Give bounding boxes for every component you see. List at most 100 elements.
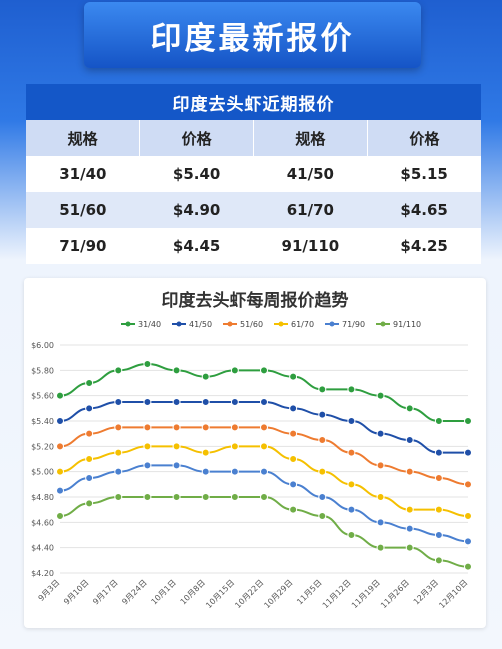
data-point (260, 398, 268, 406)
table-row: 31/40 $5.40 41/50 $5.15 (26, 156, 481, 192)
data-point (201, 423, 210, 432)
data-point (376, 391, 385, 400)
table-title-row: 印度去头虾近期报价 (26, 84, 481, 120)
data-point (347, 480, 356, 489)
legend-label: 61/70 (291, 320, 314, 329)
data-point (172, 366, 181, 375)
data-point (405, 436, 414, 444)
x-tick-label: 11月26日 (379, 578, 411, 610)
data-point (464, 562, 472, 571)
data-point (56, 512, 64, 520)
data-point (201, 448, 210, 457)
data-point (347, 385, 356, 394)
page-banner: 印度最新报价 (84, 2, 421, 68)
y-tick-label: $5.00 (31, 468, 54, 477)
table-title: 印度去头虾近期报价 (26, 84, 481, 120)
table-cell: $4.25 (367, 228, 481, 264)
series-line (59, 426, 469, 486)
data-point (318, 512, 327, 520)
data-point (289, 480, 298, 489)
header-spec-1: 规格 (26, 120, 141, 156)
x-tick-label: 10月1日 (150, 578, 178, 606)
data-point (114, 423, 123, 432)
data-point (172, 442, 181, 451)
table-cell: $4.45 (139, 228, 254, 264)
data-point (85, 455, 94, 463)
data-point (230, 398, 239, 406)
data-point (376, 543, 385, 552)
data-point (201, 398, 210, 406)
data-point (85, 474, 94, 482)
y-tick-label: $4.60 (31, 518, 54, 527)
table-cell: 71/90 (26, 228, 140, 264)
x-tick-label: 10月15日 (204, 578, 236, 610)
table-row: 71/90 $4.45 91/110 $4.25 (26, 228, 481, 264)
data-point (318, 385, 327, 394)
data-point (114, 493, 123, 501)
data-point (143, 493, 152, 501)
data-point (405, 404, 414, 413)
data-point (56, 391, 64, 400)
x-tick-label: 10月8日 (179, 578, 207, 606)
data-point (434, 531, 443, 539)
legend-label: 41/50 (189, 320, 212, 329)
x-tick-label: 10月29日 (262, 578, 294, 610)
y-tick-label: $6.00 (31, 341, 54, 350)
legend-marker (125, 321, 131, 327)
data-point (289, 372, 298, 381)
data-point (434, 505, 443, 514)
data-point (376, 518, 385, 527)
y-tick-label: $4.80 (31, 493, 54, 502)
data-point (434, 448, 443, 457)
y-tick-label: $5.80 (31, 366, 54, 375)
y-tick-label: $5.60 (31, 392, 54, 401)
data-point (464, 537, 472, 546)
header-spec-2: 规格 (253, 120, 368, 156)
y-tick-label: $4.40 (31, 544, 54, 553)
data-point (260, 493, 268, 501)
data-point (56, 417, 64, 425)
table-row: 51/60 $4.90 61/70 $4.65 (26, 192, 481, 228)
data-point (56, 486, 64, 495)
data-point (230, 442, 239, 451)
table-cell: $5.40 (139, 156, 254, 192)
price-table: 印度去头虾近期报价 规格 价格 规格 价格 31/40 $5.40 41/50 … (26, 84, 481, 264)
data-point (434, 556, 443, 565)
data-point (85, 404, 94, 413)
x-tick-label: 12月3日 (412, 578, 440, 606)
y-tick-label: $5.40 (31, 417, 54, 426)
data-point (201, 372, 210, 381)
data-point (347, 531, 356, 539)
x-tick-label: 9月3日 (37, 578, 62, 603)
data-point (230, 467, 239, 476)
data-point (172, 398, 181, 406)
x-tick-label: 9月17日 (91, 578, 119, 606)
legend-marker (176, 321, 182, 327)
data-point (56, 467, 64, 476)
table-cell: 91/110 (253, 228, 368, 264)
data-point (260, 442, 268, 451)
table-cell: 61/70 (253, 192, 368, 228)
legend-label: 71/90 (342, 320, 365, 329)
data-point (230, 366, 239, 375)
data-point (405, 543, 414, 552)
table-header-row: 规格 价格 规格 价格 (26, 120, 481, 156)
table-cell: 51/60 (26, 192, 140, 228)
data-point (464, 448, 472, 457)
data-point (172, 423, 181, 432)
data-point (172, 461, 181, 470)
data-point (289, 505, 298, 514)
legend-label: 91/110 (393, 320, 421, 329)
legend-marker (278, 321, 284, 327)
chart-title: 印度去头虾每周报价趋势 (162, 290, 349, 311)
data-point (56, 442, 64, 451)
data-point (172, 493, 181, 501)
x-tick-label: 11月19日 (350, 578, 382, 610)
series-line (59, 445, 469, 517)
data-point (405, 524, 414, 533)
data-point (289, 455, 298, 463)
x-tick-label: 10月22日 (233, 578, 265, 610)
data-point (405, 467, 414, 476)
legend-marker (227, 321, 233, 327)
data-point (318, 493, 327, 501)
